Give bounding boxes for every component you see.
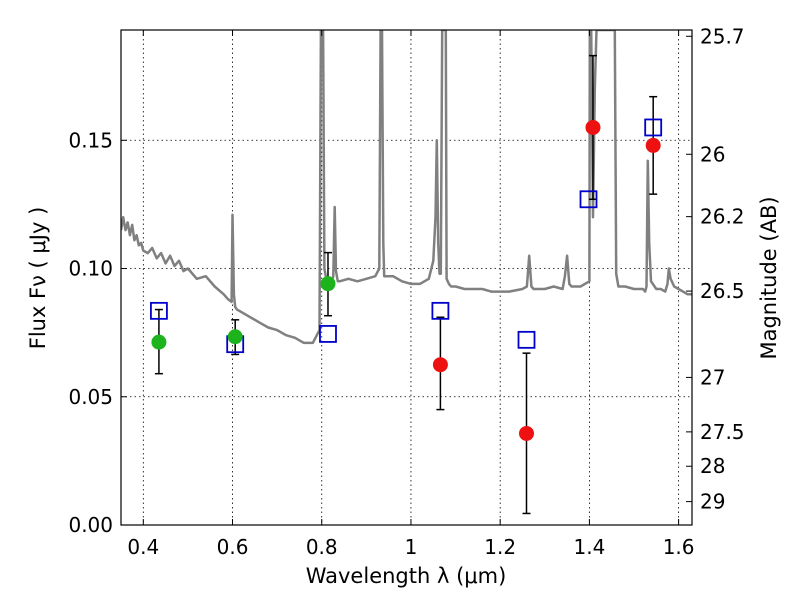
y-tick-label: 0.00: [68, 513, 113, 537]
x-tick-label: 0.4: [127, 535, 159, 559]
x-tick-label: 0.8: [306, 535, 338, 559]
right-tick-label: 27.5: [700, 420, 745, 444]
x-tick-label: 0.6: [217, 535, 249, 559]
y-axis-label: Flux Fν ( μJy ): [26, 207, 50, 350]
model-flux-square: [644, 118, 663, 137]
right-tick-label: 27: [700, 365, 725, 389]
model-spectrum-layer: [121, 30, 692, 345]
model-flux-square: [431, 301, 450, 320]
photometry-layer: [150, 54, 663, 515]
y-axis-label-right: Magnitude (AB): [757, 196, 781, 359]
right-tick-label: 29: [700, 490, 725, 514]
optical-data-point: [151, 334, 167, 350]
axis-ticks: 0.4 0.6 0.8 1 1.2 1.4 1.6 0.00 0.05 0.10 0.15 25.7 2…: [68, 24, 744, 559]
model-flux-square: [579, 190, 598, 209]
x-axis-label: Wavelength λ (μm): [306, 564, 507, 588]
optical-data-point: [227, 329, 243, 345]
right-tick-label: 28: [700, 454, 725, 478]
right-tick-label: 26.2: [700, 205, 745, 229]
nir-data-point: [432, 357, 448, 373]
y-tick-label: 0.05: [68, 385, 113, 409]
model-flux-square: [517, 330, 536, 349]
y-tick-label: 0.10: [68, 257, 113, 281]
nir-data-point: [645, 137, 661, 153]
x-tick-label: 1: [405, 535, 418, 559]
x-tick-label: 1.2: [484, 535, 516, 559]
x-tick-label: 1.6: [663, 535, 695, 559]
optical-data-point: [320, 276, 336, 292]
right-tick-label: 25.7: [700, 24, 745, 48]
nir-data-point: [585, 119, 601, 135]
right-tick-label: 26: [700, 142, 725, 166]
y-tick-label: 0.15: [68, 128, 113, 152]
plot-frame: [120, 29, 693, 526]
model-flux-square: [150, 301, 168, 320]
model-spectrum-line: [121, 30, 692, 345]
x-tick-label: 1.4: [573, 535, 605, 559]
right-tick-label: 26.5: [700, 279, 745, 303]
nir-data-point: [518, 425, 534, 441]
model-flux-square: [319, 325, 337, 343]
